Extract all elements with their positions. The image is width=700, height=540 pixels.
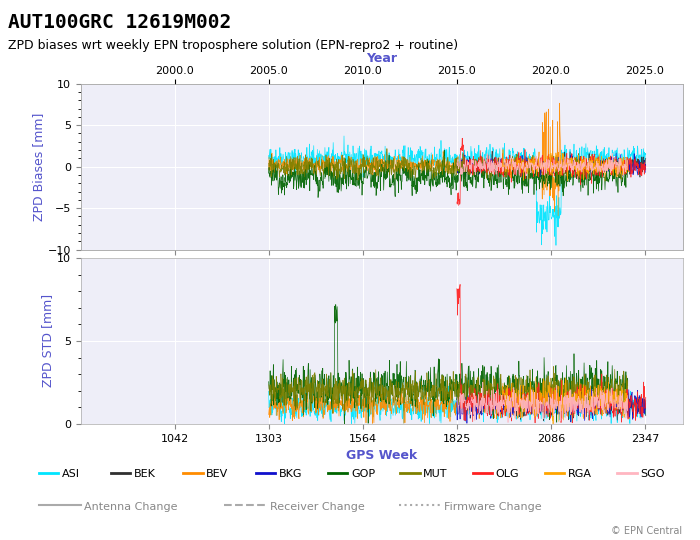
X-axis label: GPS Week: GPS Week xyxy=(346,449,417,462)
Text: RGA: RGA xyxy=(568,469,592,479)
Text: BEV: BEV xyxy=(206,469,228,479)
Text: Receiver Change: Receiver Change xyxy=(270,502,364,511)
Text: GOP: GOP xyxy=(351,469,375,479)
Text: OLG: OLG xyxy=(496,469,519,479)
Y-axis label: ZPD Biases [mm]: ZPD Biases [mm] xyxy=(32,112,45,221)
Text: BKG: BKG xyxy=(279,469,302,479)
Text: BEK: BEK xyxy=(134,469,156,479)
Text: AUT100GRC 12619M002: AUT100GRC 12619M002 xyxy=(8,14,232,32)
X-axis label: Year: Year xyxy=(366,52,397,65)
Text: ZPD biases wrt weekly EPN troposphere solution (EPN-repro2 + routine): ZPD biases wrt weekly EPN troposphere so… xyxy=(8,39,458,52)
Text: Antenna Change: Antenna Change xyxy=(84,502,178,511)
Text: SGO: SGO xyxy=(640,469,665,479)
Text: ASI: ASI xyxy=(62,469,80,479)
Text: Firmware Change: Firmware Change xyxy=(444,502,542,511)
Text: © EPN Central: © EPN Central xyxy=(611,525,682,536)
Y-axis label: ZPD STD [mm]: ZPD STD [mm] xyxy=(41,294,54,388)
Text: MUT: MUT xyxy=(424,469,448,479)
